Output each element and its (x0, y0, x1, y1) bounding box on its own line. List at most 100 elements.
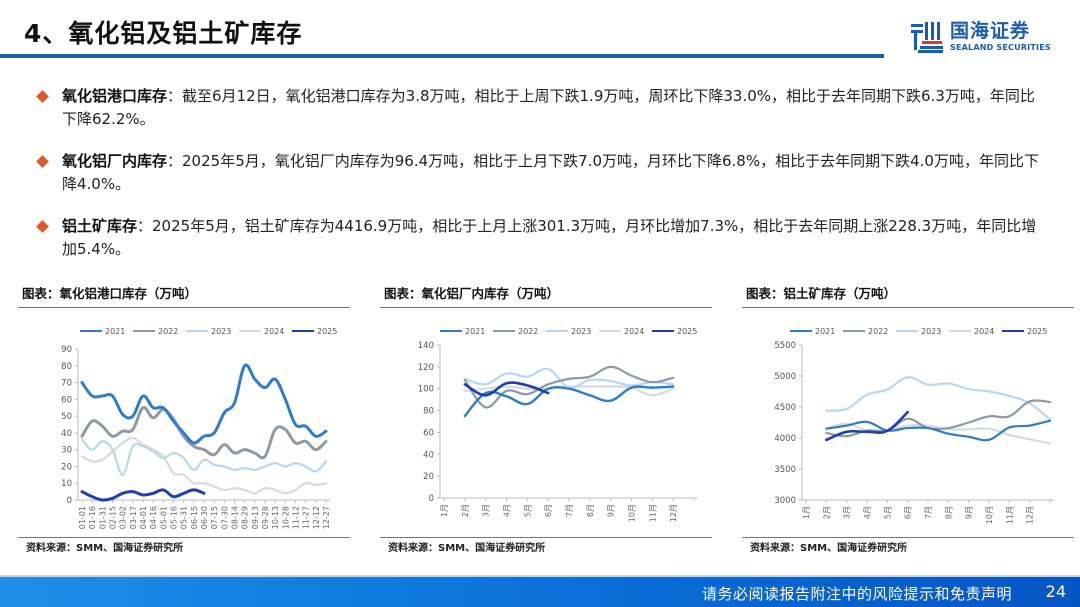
svg-text:11月: 11月 (1005, 506, 1014, 524)
series-line-2025 (825, 410, 909, 442)
series-line-2025 (463, 381, 550, 397)
svg-text:05-31: 05-31 (180, 506, 189, 529)
footer-highlight (0, 575, 1080, 577)
svg-text:140: 140 (418, 341, 434, 351)
chart-divider (742, 307, 1074, 308)
svg-text:30: 30 (61, 446, 72, 456)
svg-text:8月: 8月 (944, 506, 953, 519)
svg-text:20: 20 (423, 472, 434, 482)
svg-text:60: 60 (423, 428, 434, 438)
series-line-2023 (80, 438, 328, 476)
bullet-item-port-inventory: 氧化铝港口库存：截至6月12日，氧化铝港口库存为3.8万吨，相比于上周下跌1.9… (32, 85, 1042, 131)
svg-text:5000: 5000 (774, 372, 796, 382)
svg-text:4500: 4500 (774, 403, 796, 413)
footer-disclaimer: 请务必阅读报告附注中的风险提示和免责声明 (701, 585, 1012, 603)
svg-text:12月: 12月 (669, 504, 678, 522)
svg-text:3月: 3月 (482, 504, 491, 517)
svg-text:01-31: 01-31 (98, 506, 107, 529)
svg-text:8月: 8月 (586, 504, 595, 517)
svg-text:12-27: 12-27 (322, 506, 331, 529)
chart-series (463, 365, 675, 418)
svg-text:4000: 4000 (774, 434, 796, 444)
svg-text:2024: 2024 (264, 327, 284, 336)
title-divider (0, 54, 884, 58)
series-line-2023 (825, 376, 1052, 421)
svg-text:05-16: 05-16 (170, 506, 179, 529)
svg-text:03-17: 03-17 (129, 506, 138, 529)
diamond-bullet-icon (36, 155, 49, 168)
svg-text:6月: 6月 (544, 504, 553, 517)
bullet-item-plant-inventory: 氧化铝厂内库存：2025年5月，氧化铝厂内库存为96.4万吨，相比于上月下跌7.… (32, 150, 1042, 196)
svg-text:60: 60 (61, 395, 72, 405)
svg-text:11月: 11月 (648, 504, 657, 522)
svg-text:2025: 2025 (1027, 327, 1047, 336)
chart-source: 资料来源：SMM、国海证券研究所 (388, 543, 546, 554)
chart-panel-plant-inventory: 图表：氧化铝厂内库存（万吨） 2021 2022 2023 2024 2025 0 20 40… (380, 283, 712, 558)
svg-text:2021: 2021 (815, 327, 835, 336)
svg-text:2021: 2021 (465, 327, 485, 336)
chart-divider (742, 537, 1074, 538)
svg-text:2025: 2025 (317, 327, 337, 336)
series-line-2021 (825, 419, 1052, 442)
svg-text:07-15: 07-15 (210, 506, 219, 529)
svg-text:2022: 2022 (868, 327, 888, 336)
series-line-2025 (80, 488, 206, 502)
svg-text:2024: 2024 (624, 327, 644, 336)
chart-legend: 2021 2022 2023 2024 2025 (80, 327, 337, 336)
page-title: 4、氧化铝及铝土矿库存 (24, 19, 303, 48)
chart-title: 图表：铝土矿库存（万吨） (746, 286, 897, 301)
svg-text:05-01: 05-01 (159, 506, 168, 529)
svg-text:12-12: 12-12 (312, 506, 321, 529)
svg-text:5500: 5500 (774, 341, 796, 351)
svg-text:120: 120 (418, 363, 434, 373)
series-line-2021 (80, 363, 328, 445)
svg-text:2022: 2022 (518, 327, 538, 336)
svg-text:0: 0 (67, 496, 72, 506)
line-chart-plant-inventory: 2021 2022 2023 2024 2025 0 20 40 60 80 100 120 140 1月… (418, 327, 698, 522)
series-line-2021 (463, 385, 675, 418)
svg-text:08-29: 08-29 (241, 506, 250, 529)
svg-text:01-01: 01-01 (78, 506, 87, 529)
footer-bar: 请务必阅读报告附注中的风险提示和免责声明 24 (0, 577, 1080, 607)
bullet-item-bauxite-inventory: 铝土矿库存：2025年5月，铝土矿库存为4416.9万吨，相比于上月上涨301.… (32, 215, 1042, 261)
svg-text:12月: 12月 (1026, 506, 1035, 524)
svg-text:10-28: 10-28 (281, 506, 290, 529)
svg-text:02-15: 02-15 (109, 506, 118, 529)
bullet-list: 氧化铝港口库存：截至6月12日，氧化铝港口库存为3.8万吨，相比于上周下跌1.9… (32, 85, 1042, 280)
svg-text:04-16: 04-16 (149, 506, 158, 529)
svg-text:2月: 2月 (461, 504, 470, 517)
chart-source: 资料来源：SMM、国海证券研究所 (26, 543, 184, 554)
svg-text:01-16: 01-16 (88, 506, 97, 529)
svg-text:1月: 1月 (802, 506, 811, 519)
chart-legend: 2021 2022 2023 2024 2025 (790, 327, 1047, 336)
series-line-2022 (463, 365, 675, 409)
svg-text:10-13: 10-13 (271, 506, 280, 529)
svg-text:2月: 2月 (822, 506, 831, 519)
chart-divider (380, 307, 712, 308)
svg-text:10: 10 (61, 479, 72, 489)
chart-panel-port-inventory: 图表：氧化铝港口库存（万吨） 2021 2022 2023 2024 2025 0 10 20… (18, 283, 350, 558)
diamond-bullet-icon (36, 220, 49, 233)
svg-text:2023: 2023 (211, 327, 231, 336)
chart-panel-bauxite-inventory: 图表：铝土矿库存（万吨） 2021 2022 2023 2024 2025 3000 350… (742, 283, 1074, 558)
chart-title: 图表：氧化铝港口库存（万吨） (22, 286, 198, 301)
line-chart-port-inventory: 2021 2022 2023 2024 2025 0 10 20 30 40 50 60 70 80 90 0… (61, 327, 337, 529)
page-number: 24 (1045, 582, 1066, 601)
svg-text:06-15: 06-15 (190, 506, 199, 529)
svg-text:06-30: 06-30 (200, 506, 209, 529)
svg-text:20: 20 (61, 462, 72, 472)
chart-axes: 0 20 40 60 80 100 120 140 1月 2月 3月 4月 5月 6月 7月 8月 9月 10月 1… (418, 341, 698, 522)
series-line-2024 (80, 436, 328, 495)
svg-text:90: 90 (61, 345, 72, 355)
svg-text:5月: 5月 (883, 506, 892, 519)
svg-text:2021: 2021 (105, 327, 125, 336)
chart-series (825, 376, 1052, 445)
svg-text:3000: 3000 (774, 496, 796, 506)
chart-legend: 2021 2022 2023 2024 2025 (440, 327, 697, 336)
bullet-label: 氧化铝厂内库存 (62, 152, 168, 170)
svg-text:40: 40 (61, 429, 72, 439)
svg-text:7月: 7月 (565, 504, 574, 517)
svg-text:3月: 3月 (843, 506, 852, 519)
svg-text:10月: 10月 (985, 506, 994, 524)
